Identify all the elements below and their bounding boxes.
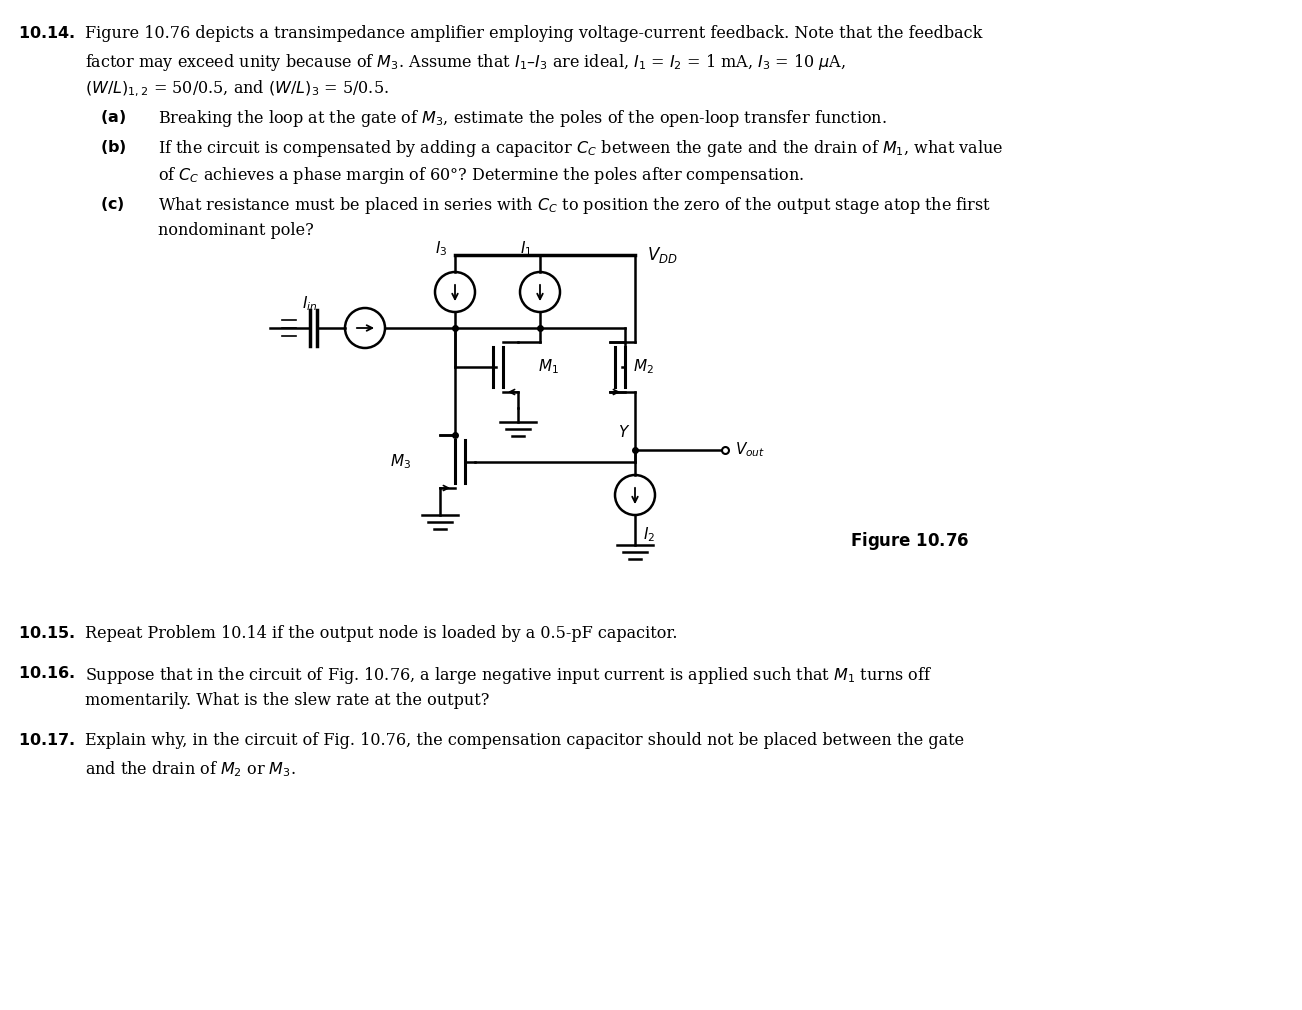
Text: Suppose that in the circuit of Fig. 10.76, a large negative input current is app: Suppose that in the circuit of Fig. 10.7… (85, 665, 932, 686)
Text: Repeat Problem 10.14 if the output node is loaded by a 0.5-pF capacitor.: Repeat Problem 10.14 if the output node … (85, 625, 677, 642)
Text: $V_{out}$: $V_{out}$ (736, 440, 766, 460)
Text: $\mathbf{(b)}$: $\mathbf{(b)}$ (100, 138, 126, 156)
Text: Explain why, in the circuit of Fig. 10.76, the compensation capacitor should not: Explain why, in the circuit of Fig. 10.7… (85, 732, 963, 749)
Text: What resistance must be placed in series with $C_C$ to position the zero of the : What resistance must be placed in series… (158, 195, 991, 216)
Text: nondominant pole?: nondominant pole? (158, 222, 314, 239)
Text: $(W/L)_{1,2}$ = 50/0.5, and $(W/L)_3$ = 5/0.5.: $(W/L)_{1,2}$ = 50/0.5, and $(W/L)_3$ = … (85, 79, 389, 99)
Text: If the circuit is compensated by adding a capacitor $C_C$ between the gate and t: If the circuit is compensated by adding … (158, 138, 1004, 159)
Text: $\mathbf{(a)}$: $\mathbf{(a)}$ (100, 108, 126, 126)
Text: and the drain of $M_2$ or $M_3$.: and the drain of $M_2$ or $M_3$. (85, 759, 296, 779)
Text: Breaking the loop at the gate of $M_3$, estimate the poles of the open-loop tran: Breaking the loop at the gate of $M_3$, … (158, 108, 887, 129)
Text: $\mathbf{Figure\ 10.76}$: $\mathbf{Figure\ 10.76}$ (850, 530, 969, 552)
Text: $\mathbf{10.17.}$: $\mathbf{10.17.}$ (18, 732, 76, 749)
Text: of $C_C$ achieves a phase margin of 60°? Determine the poles after compensation.: of $C_C$ achieves a phase margin of 60°?… (158, 165, 805, 186)
Text: $\mathbf{10.14.}$: $\mathbf{10.14.}$ (18, 25, 76, 42)
Text: $I_2$: $I_2$ (643, 525, 655, 543)
Text: $M_2$: $M_2$ (633, 358, 654, 377)
Text: $I_3$: $I_3$ (435, 239, 447, 258)
Text: $I_1$: $I_1$ (519, 239, 533, 258)
Text: $M_3$: $M_3$ (391, 452, 411, 471)
Text: $I_{in}$: $I_{in}$ (302, 294, 318, 313)
Text: $M_1$: $M_1$ (538, 358, 559, 377)
Text: $\mathbf{10.16.}$: $\mathbf{10.16.}$ (18, 665, 76, 682)
Text: momentarily. What is the slew rate at the output?: momentarily. What is the slew rate at th… (85, 692, 490, 709)
Text: $Y$: $Y$ (617, 424, 630, 440)
Text: $\mathbf{10.15.}$: $\mathbf{10.15.}$ (18, 625, 76, 642)
Text: Figure 10.76 depicts a transimpedance amplifier employing voltage-current feedba: Figure 10.76 depicts a transimpedance am… (85, 25, 983, 42)
Text: $\mathbf{(c)}$: $\mathbf{(c)}$ (100, 195, 125, 213)
Text: $V_{DD}$: $V_{DD}$ (647, 245, 678, 265)
Text: factor may exceed unity because of $M_3$. Assume that $I_1$–$I_3$ are ideal, $I_: factor may exceed unity because of $M_3$… (85, 52, 846, 73)
